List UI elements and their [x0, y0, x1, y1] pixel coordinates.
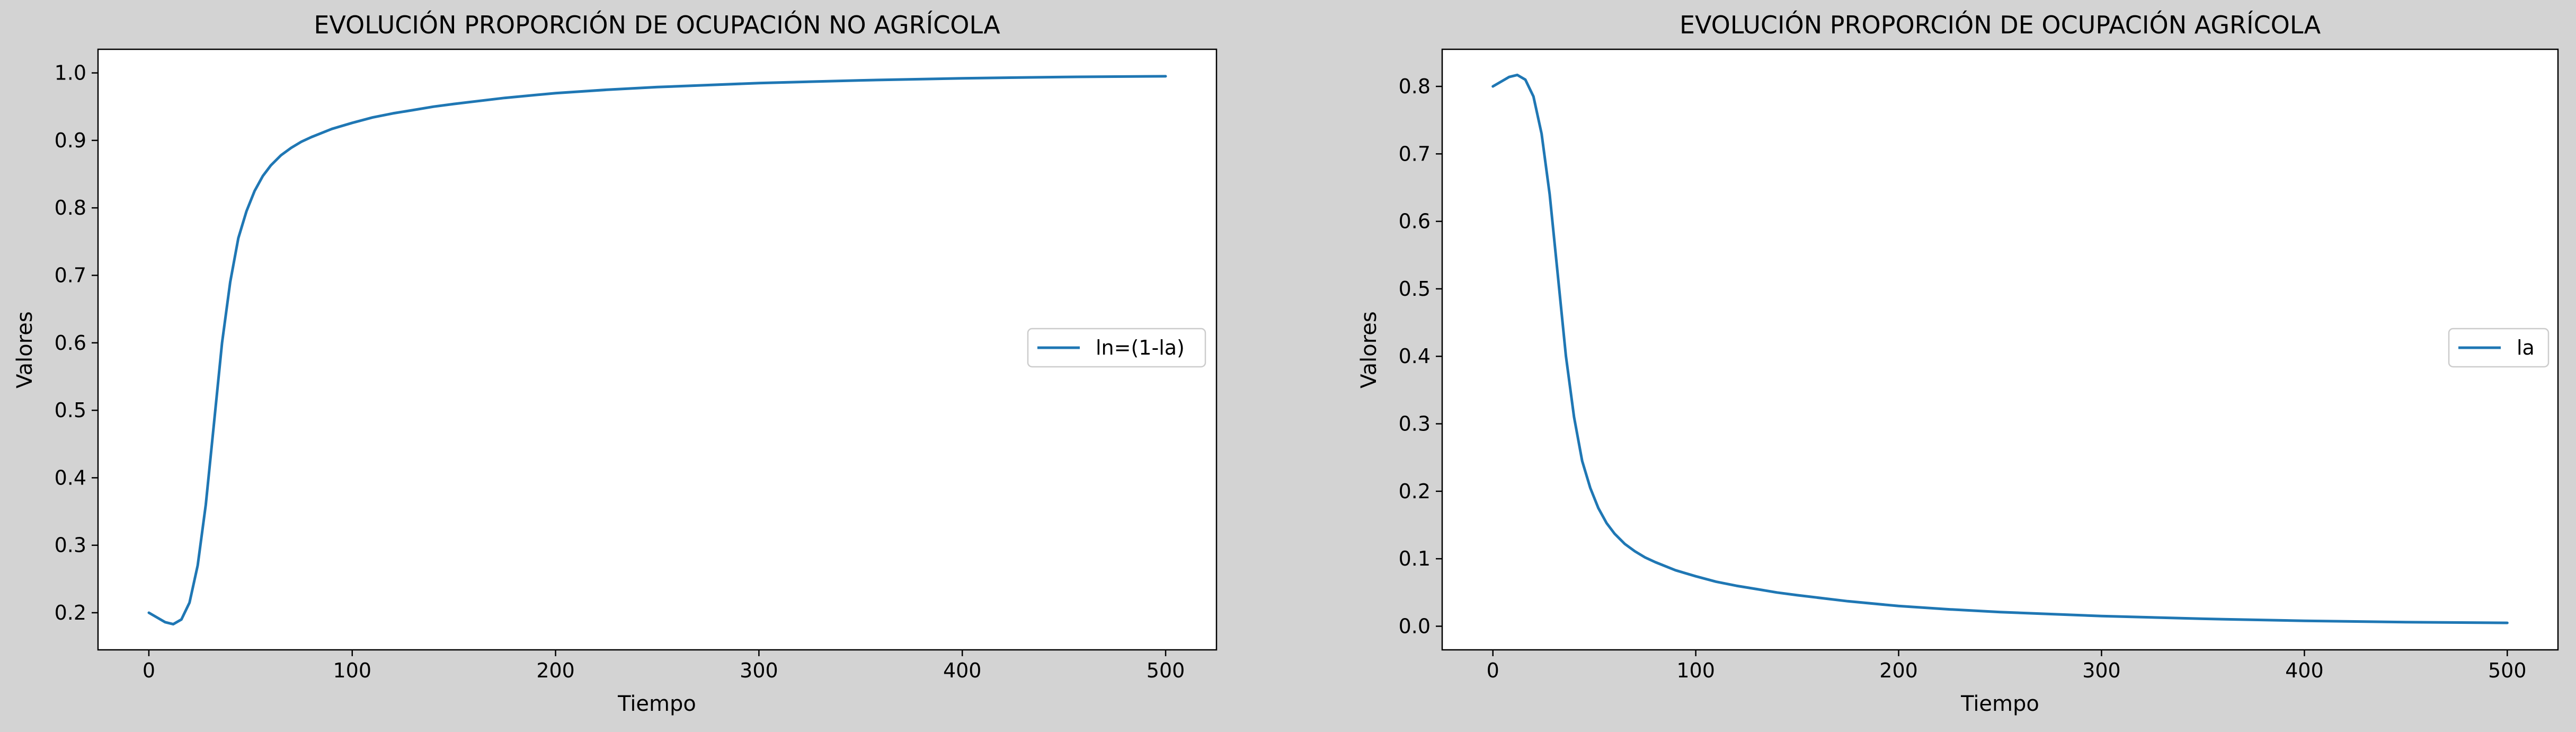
y-tick-label: 0.6: [55, 331, 86, 355]
x-tick-label: 500: [2488, 659, 2527, 682]
chart-title: EVOLUCIÓN PROPORCIÓN DE OCUPACIÓN NO AGR…: [314, 11, 1000, 39]
y-tick-label: 0.7: [55, 263, 86, 287]
y-tick-label: 0.6: [1399, 210, 1431, 233]
chart-agricultural: EVOLUCIÓN PROPORCIÓN DE OCUPACIÓN AGRÍCO…: [1357, 11, 2559, 716]
y-tick-label: 0.8: [1399, 75, 1431, 98]
y-tick-label: 0.7: [1399, 142, 1431, 165]
x-tick-label: 100: [1676, 659, 1715, 682]
series-line: [1491, 73, 2509, 624]
y-tick-label: 0.9: [55, 129, 86, 152]
x-tick-label: 200: [1879, 659, 1918, 682]
x-axis-label: Tiempo: [617, 692, 696, 716]
legend-box: [1027, 328, 1206, 368]
y-tick-label: 0.8: [55, 196, 86, 219]
plot-area: [1442, 49, 2558, 650]
axes-frame: [97, 48, 1218, 651]
y-axis-label: Valores: [1357, 311, 1381, 388]
axes-frame: [1441, 48, 2559, 651]
y-axis-label: Valores: [13, 311, 37, 388]
x-axis-label: Tiempo: [1960, 692, 2039, 716]
y-tick-label: 0.5: [55, 399, 86, 422]
x-tick-label: 400: [2285, 659, 2324, 682]
y-tick-label: 0.2: [1399, 480, 1431, 503]
legend-label: ln=(1-la): [1096, 336, 1185, 359]
x-tick-label: 100: [333, 659, 372, 682]
y-tick-label: 1.0: [55, 61, 86, 85]
chart-non-agricultural: EVOLUCIÓN PROPORCIÓN DE OCUPACIÓN NO AGR…: [13, 11, 1218, 716]
y-tick-label: 0.2: [55, 601, 86, 624]
x-tick-label: 300: [740, 659, 778, 682]
x-tick-label: 500: [1147, 659, 1185, 682]
x-tick-label: 300: [2082, 659, 2121, 682]
y-tick-label: 0.0: [1399, 614, 1431, 638]
series-line: [147, 75, 1167, 626]
y-tick-label: 0.1: [1399, 547, 1431, 570]
chart-title: EVOLUCIÓN PROPORCIÓN DE OCUPACIÓN AGRÍCO…: [1680, 11, 2321, 39]
legend-label: la: [2517, 336, 2535, 359]
y-tick-label: 0.3: [1399, 412, 1431, 436]
y-tick-label: 0.4: [1399, 345, 1431, 368]
x-tick-label: 0: [1487, 659, 1499, 682]
x-tick-label: 400: [943, 659, 982, 682]
x-tick-label: 0: [143, 659, 155, 682]
x-tick-label: 200: [536, 659, 575, 682]
y-tick-label: 0.5: [1399, 277, 1431, 301]
y-tick-label: 0.4: [55, 466, 86, 489]
y-tick-label: 0.3: [55, 534, 86, 557]
